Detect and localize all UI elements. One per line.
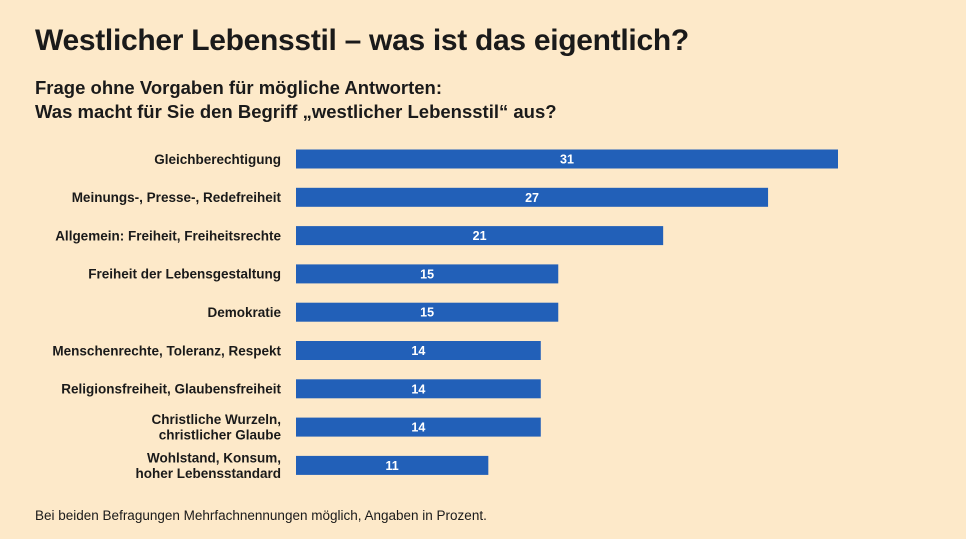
bar-value-label: 11	[386, 459, 399, 473]
bar-value-label: 21	[473, 229, 487, 243]
bar-9	[296, 455, 489, 475]
bar-value-label: 15	[420, 306, 434, 320]
bar-value-label: 14	[411, 344, 425, 358]
bar-7	[296, 379, 541, 399]
category-label: Allgemein: Freiheit, Freiheitsrechte	[55, 228, 281, 243]
category-label: hoher Lebensstandard	[135, 466, 281, 481]
bar-3	[296, 226, 664, 246]
chart-subtitle: Frage ohne Vorgaben für mögliche Antwort…	[35, 76, 557, 124]
category-label: Meinungs-, Presse-, Redefreiheit	[72, 190, 282, 205]
bar-2	[296, 187, 769, 207]
bar-1	[296, 149, 838, 169]
category-label: Menschenrechte, Toleranz, Respekt	[52, 343, 281, 358]
bar-4	[296, 264, 559, 284]
category-label: Wohlstand, Konsum,	[147, 450, 281, 465]
category-label: Freiheit der Lebensgestaltung	[88, 267, 281, 282]
bar-8	[296, 417, 541, 437]
category-label: Gleichberechtigung	[154, 152, 281, 167]
subtitle-line-2: Was macht für Sie den Begriff „westliche…	[35, 101, 557, 122]
subtitle-line-1: Frage ohne Vorgaben für mögliche Antwort…	[35, 77, 443, 98]
category-label: Demokratie	[207, 305, 281, 320]
category-label: Religionsfreiheit, Glaubensfreiheit	[61, 382, 281, 397]
bar-6	[296, 341, 541, 360]
bar-5	[296, 302, 559, 322]
category-label: christlicher Glaube	[159, 428, 282, 443]
bar-value-label: 15	[420, 267, 434, 281]
footnote: Bei beiden Befragungen Mehrfachnennungen…	[35, 508, 487, 523]
chart-title: Westlicher Lebensstil – was ist das eige…	[35, 24, 689, 57]
bar-value-label: 27	[525, 191, 539, 205]
category-label: Christliche Wurzeln,	[151, 412, 281, 427]
bar-value-label: 31	[560, 153, 574, 167]
bar-chart: 31 Gleichberechtigung 27 Meinungs-, Presse-…	[52, 149, 838, 481]
bar-value-label: 14	[411, 421, 425, 435]
bar-value-label: 14	[411, 382, 425, 396]
